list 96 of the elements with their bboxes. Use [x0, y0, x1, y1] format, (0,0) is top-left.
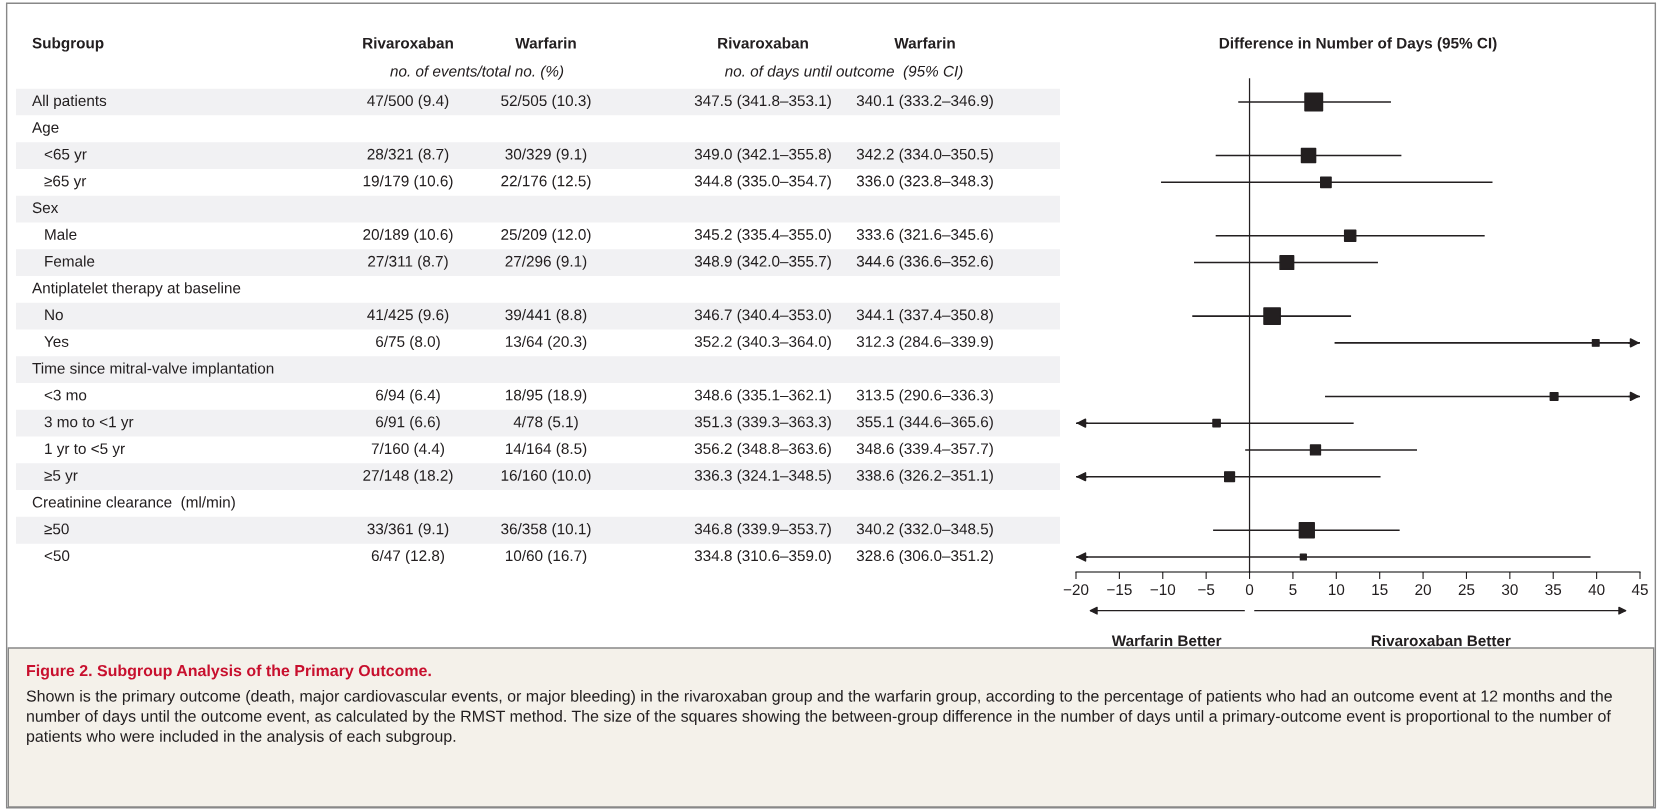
text: 20/189 (10.6)	[363, 228, 453, 243]
text: Figure 2. Subgroup Analysis of the Primary Outcome.	[27, 664, 431, 680]
text: Shown is the primary outcome (death, major cardiovascular events, or major bleeding) in the rivaroxaban group and the warfarin group, according to the percentage of patients who had an outcome event at 12 months and the number of days until the outcome event, as calculated by the RMST method. The size of the squares showing the between-group difference in the number of days until a primary-outcome event is proportional to the number of patients who were included in the analysis of each subgroup.	[26, 690, 1612, 746]
text: no. of events/total no. (%)	[390, 65, 564, 80]
text: Warfarin Better	[1111, 634, 1222, 647]
category-label: <50	[44, 550, 70, 562]
text: 27/311 (8.7)	[368, 255, 448, 270]
category-label: ≥65 yr	[44, 175, 87, 190]
category-label: <3 mo	[44, 389, 87, 401]
x-tick-label: 15	[1372, 584, 1388, 596]
text: 348.6 (335.1–362.1)	[694, 389, 831, 404]
text: 356.2 (348.8–363.6)	[694, 442, 831, 458]
text: 333.6 (321.6–345.6)	[856, 228, 993, 243]
text: 41/425 (9.6)	[367, 308, 449, 324]
category-label: Rivaroxaban	[363, 37, 453, 49]
chart-title: Difference in Number of Days (95% CI)	[1219, 37, 1497, 52]
text: 33/361 (9.1)	[367, 523, 449, 538]
x-tick-label: −20	[1063, 584, 1089, 596]
category-label: Male	[45, 228, 77, 240]
category-label: 1 yr to <5 yr	[45, 443, 125, 458]
x-tick-label: 10	[1328, 584, 1345, 596]
text: 13/64 (20.3)	[505, 335, 587, 350]
text: 345.2 (335.4–355.0)	[694, 228, 831, 243]
category-label: No	[45, 309, 63, 321]
text: 16/160 (10.0)	[501, 469, 591, 484]
x-tick-label: 35	[1545, 584, 1562, 596]
x-tick-label: 40	[1588, 584, 1605, 596]
category-label: Age	[32, 122, 59, 136]
x-tick-label: −5	[1198, 584, 1215, 596]
text: 349.0 (342.1–355.8)	[694, 148, 831, 163]
text: 346.7 (340.4–353.0)	[694, 308, 831, 324]
text: 10/60 (16.7)	[505, 549, 587, 565]
text: 6/94 (6.4)	[376, 389, 440, 404]
text: 351.3 (339.3–363.3)	[694, 416, 831, 431]
category-label: Warfarin	[894, 37, 955, 49]
text: 6/75 (8.0)	[376, 335, 440, 350]
text: no. of days until outcome (95% CI)	[724, 65, 963, 80]
text: 342.2 (334.0–350.5)	[856, 148, 993, 163]
text: 47/500 (9.4)	[367, 94, 449, 110]
category-label: Yes	[44, 336, 69, 347]
category-label: All patients	[32, 94, 107, 110]
text: 328.6 (306.0–351.2)	[856, 549, 993, 565]
text: 28/321 (8.7)	[367, 148, 449, 163]
category-label: 3 mo to <1 yr	[44, 416, 134, 431]
text: 336.3 (324.1–348.5)	[694, 469, 831, 484]
x-tick-label: 20	[1415, 584, 1431, 596]
text: 19/179 (10.6)	[363, 175, 453, 190]
category-label: ≥50	[44, 523, 69, 535]
text: 22/176 (12.5)	[501, 175, 591, 190]
x-tick-label: 5	[1289, 584, 1297, 596]
text: 346.8 (339.9–353.7)	[694, 523, 831, 538]
category-label: Sex	[32, 202, 59, 214]
text: 340.1 (333.2–346.9)	[856, 94, 993, 110]
text: Rivaroxaban Better	[1371, 634, 1511, 647]
text: 347.5 (341.8–353.1)	[694, 94, 831, 110]
text: 52/505 (10.3)	[501, 94, 591, 110]
x-tick-label: 25	[1458, 584, 1475, 596]
text: 352.2 (340.3–364.0)	[694, 335, 831, 350]
x-tick-label: 30	[1501, 584, 1518, 596]
text: 36/358 (10.1)	[501, 523, 591, 538]
text: 27/296 (9.1)	[505, 255, 587, 270]
category-label: Subgroup	[32, 37, 104, 52]
category-label: Creatinine clearance (ml/min)	[32, 496, 235, 511]
text: 7/160 (4.4)	[371, 442, 444, 458]
x-tick-label: −10	[1150, 584, 1176, 596]
text: 344.8 (335.0–354.7)	[694, 175, 831, 190]
text: 14/164 (8.5)	[505, 442, 587, 458]
text: 313.5 (290.6–336.3)	[856, 389, 993, 404]
category-label: Warfarin	[515, 37, 576, 49]
category-label: Female	[45, 255, 95, 267]
text: 6/47 (12.8)	[371, 549, 444, 565]
text: 348.9 (342.0–355.7)	[694, 255, 831, 270]
text: 340.2 (332.0–348.5)	[856, 523, 993, 538]
text: 336.0 (323.8–348.3)	[856, 175, 993, 190]
text: 334.8 (310.6–359.0)	[694, 549, 831, 565]
text: 30/329 (9.1)	[505, 148, 587, 163]
text: 348.6 (339.4–357.7)	[856, 442, 993, 458]
x-tick-label: 45	[1631, 584, 1648, 596]
text: 344.1 (337.4–350.8)	[856, 308, 993, 324]
text: 27/148 (18.2)	[363, 469, 453, 484]
text: 338.6 (326.2–351.1)	[856, 469, 993, 484]
text: 18/95 (18.9)	[505, 389, 587, 404]
category-label: Time since mitral-valve implantation	[32, 362, 274, 377]
category-label: Rivaroxaban	[718, 37, 808, 49]
category-label: ≥5 yr	[44, 470, 78, 484]
text: 355.1 (344.6–365.6)	[856, 416, 993, 431]
text: 39/441 (8.8)	[505, 308, 587, 324]
text: 344.6 (336.6–352.6)	[856, 255, 993, 270]
text: 312.3 (284.6–339.9)	[856, 335, 993, 350]
category-label: Antiplatelet therapy at baseline	[32, 282, 241, 297]
text: 6/91 (6.6)	[376, 416, 440, 431]
x-tick-label: 0	[1245, 584, 1254, 596]
text: 25/209 (12.0)	[501, 228, 591, 243]
category-label: <65 yr	[44, 148, 87, 163]
text: 4/78 (5.1)	[513, 416, 578, 431]
x-tick-label: −15	[1107, 584, 1132, 596]
